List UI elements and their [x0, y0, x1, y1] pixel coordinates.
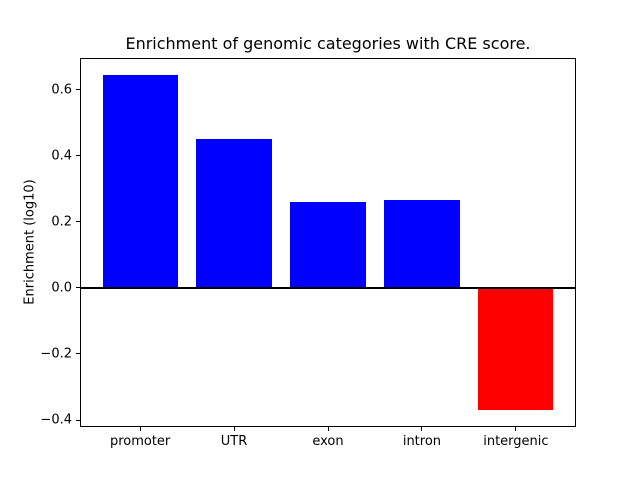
- bar-intergenic: [478, 287, 554, 411]
- x-tick-mark: [139, 427, 141, 431]
- bar-intron: [384, 200, 460, 288]
- y-tick-mark: [76, 419, 80, 421]
- x-tick-mark: [233, 427, 235, 431]
- y-tick-label: 0.2: [51, 214, 72, 230]
- zero-line: [80, 286, 576, 289]
- chart-title: Enrichment of genomic categories with CR…: [125, 34, 531, 53]
- y-tick-mark: [76, 89, 80, 91]
- bar-UTR: [196, 139, 272, 288]
- x-tick-label-intergenic: intergenic: [483, 434, 549, 449]
- bar-exon: [290, 202, 366, 288]
- y-tick-label: −0.4: [40, 412, 72, 428]
- y-tick-mark: [76, 287, 80, 289]
- x-tick-mark: [515, 427, 517, 431]
- y-tick-label: 0.6: [51, 82, 72, 98]
- y-tick-mark: [76, 221, 80, 223]
- y-tick-mark: [76, 155, 80, 157]
- y-tick-label: 0.0: [51, 280, 72, 296]
- y-axis-label: Enrichment (log10): [22, 179, 38, 305]
- x-tick-mark: [421, 427, 423, 431]
- x-tick-label-promoter: promoter: [109, 434, 171, 449]
- y-tick-label: −0.2: [40, 346, 72, 362]
- bar-promoter: [102, 74, 178, 288]
- x-tick-mark: [327, 427, 329, 431]
- x-tick-label-intron: intron: [402, 434, 442, 449]
- y-tick-label: 0.4: [51, 148, 72, 164]
- x-tick-label-UTR: UTR: [220, 434, 248, 449]
- x-tick-label-exon: exon: [312, 434, 344, 449]
- y-tick-mark: [76, 353, 80, 355]
